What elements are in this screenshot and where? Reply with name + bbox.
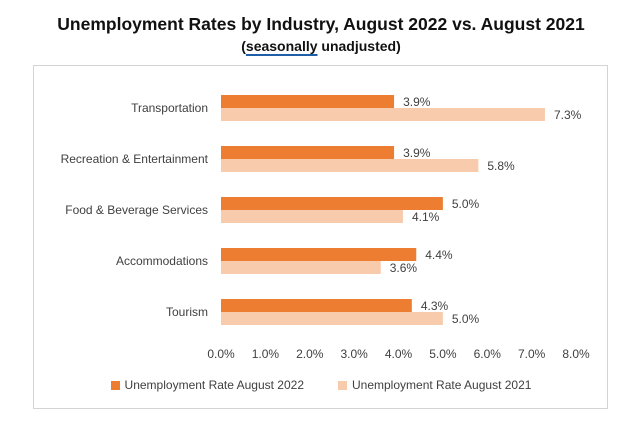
- category-label: Recreation & Entertainment: [61, 152, 209, 166]
- chart-subtitle: (seasonally unadjusted): [0, 38, 642, 54]
- bar-2021: [221, 210, 403, 223]
- data-label-2022: 3.9%: [403, 95, 431, 109]
- bar-2021: [221, 108, 545, 121]
- data-label-2021: 5.8%: [487, 159, 515, 173]
- bar-2022: [221, 299, 412, 312]
- x-tick-label: 6.0%: [474, 347, 502, 361]
- category-label: Transportation: [131, 101, 208, 115]
- x-tick-label: 0.0%: [207, 347, 235, 361]
- data-label-2021: 4.1%: [412, 210, 440, 224]
- data-label-2021: 3.6%: [390, 261, 418, 275]
- bar-2021: [221, 159, 479, 172]
- chart-frame: [33, 65, 608, 409]
- bar-2022: [221, 95, 395, 108]
- legend-item-2022: Unemployment Rate August 2022: [110, 378, 304, 392]
- subtitle-open: (: [241, 38, 246, 54]
- x-tick-label: 1.0%: [252, 347, 280, 361]
- legend-label-2022: Unemployment Rate August 2022: [124, 378, 304, 392]
- bar-2022: [221, 248, 417, 261]
- x-tick-label: 3.0%: [340, 347, 368, 361]
- data-label-2022: 5.0%: [452, 197, 480, 211]
- legend-swatch-2022: [110, 380, 120, 390]
- data-label-2021: 5.0%: [452, 312, 480, 326]
- subtitle-underlined-word: seasonally: [245, 38, 318, 54]
- category-label: Accommodations: [116, 254, 208, 268]
- x-tick-label: 4.0%: [385, 347, 413, 361]
- legend-label-2021: Unemployment Rate August 2021: [352, 378, 532, 392]
- subtitle-rest: unadjusted): [317, 38, 401, 54]
- category-label: Tourism: [166, 305, 208, 319]
- data-label-2022: 4.3%: [421, 299, 449, 313]
- category-label: Food & Beverage Services: [65, 203, 208, 217]
- x-tick-label: 7.0%: [518, 347, 546, 361]
- x-tick-label: 2.0%: [296, 347, 324, 361]
- chart-legend: Unemployment Rate August 2022 Unemployme…: [0, 378, 642, 392]
- data-label-2022: 3.9%: [403, 146, 431, 160]
- x-tick-label: 8.0%: [562, 347, 590, 361]
- legend-item-2021: Unemployment Rate August 2021: [338, 378, 531, 392]
- bar-2021: [221, 261, 381, 274]
- bar-2022: [221, 146, 395, 159]
- x-tick-label: 5.0%: [429, 347, 457, 361]
- chart-title: Unemployment Rates by Industry, August 2…: [57, 14, 585, 34]
- legend-swatch-2021: [338, 380, 347, 390]
- data-label-2021: 7.3%: [554, 108, 582, 122]
- bar-2021: [221, 312, 443, 325]
- bar-2022: [221, 197, 443, 210]
- data-label-2022: 4.4%: [425, 248, 453, 262]
